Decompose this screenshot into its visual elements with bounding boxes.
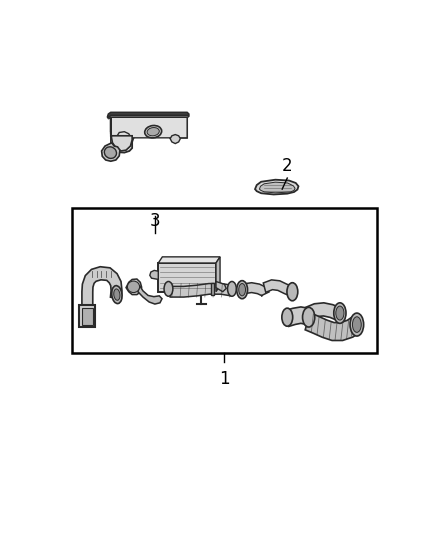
Ellipse shape xyxy=(104,147,117,158)
Text: 1: 1 xyxy=(219,370,230,387)
Polygon shape xyxy=(111,117,187,152)
Polygon shape xyxy=(158,263,216,292)
Polygon shape xyxy=(243,282,269,296)
Polygon shape xyxy=(158,257,220,263)
Ellipse shape xyxy=(164,281,173,296)
Ellipse shape xyxy=(350,313,364,336)
Ellipse shape xyxy=(336,306,344,320)
Ellipse shape xyxy=(127,281,140,293)
Polygon shape xyxy=(306,303,341,320)
Polygon shape xyxy=(126,279,141,295)
Ellipse shape xyxy=(237,281,247,298)
Ellipse shape xyxy=(303,308,315,327)
Polygon shape xyxy=(170,134,180,143)
Polygon shape xyxy=(211,283,214,295)
Polygon shape xyxy=(107,112,189,117)
Text: 2: 2 xyxy=(282,157,293,175)
Polygon shape xyxy=(79,305,95,327)
Ellipse shape xyxy=(112,286,122,304)
Polygon shape xyxy=(170,284,232,297)
Ellipse shape xyxy=(145,125,162,138)
Polygon shape xyxy=(305,313,360,341)
Polygon shape xyxy=(82,266,122,305)
Polygon shape xyxy=(216,281,226,292)
Bar xyxy=(72,208,377,353)
Ellipse shape xyxy=(282,308,293,326)
Ellipse shape xyxy=(287,282,298,301)
Text: 3: 3 xyxy=(149,212,160,230)
Polygon shape xyxy=(263,280,294,296)
Ellipse shape xyxy=(239,284,246,296)
Polygon shape xyxy=(259,182,295,193)
Ellipse shape xyxy=(114,289,120,300)
Polygon shape xyxy=(255,180,298,195)
Polygon shape xyxy=(102,143,120,161)
Ellipse shape xyxy=(147,127,159,136)
Ellipse shape xyxy=(334,303,346,324)
Ellipse shape xyxy=(227,281,237,296)
Ellipse shape xyxy=(353,317,361,333)
Polygon shape xyxy=(286,307,309,326)
Polygon shape xyxy=(107,114,189,119)
Polygon shape xyxy=(111,117,132,151)
Polygon shape xyxy=(138,286,162,304)
Polygon shape xyxy=(150,270,158,279)
Polygon shape xyxy=(81,308,93,325)
Polygon shape xyxy=(111,117,187,150)
Polygon shape xyxy=(216,257,220,292)
